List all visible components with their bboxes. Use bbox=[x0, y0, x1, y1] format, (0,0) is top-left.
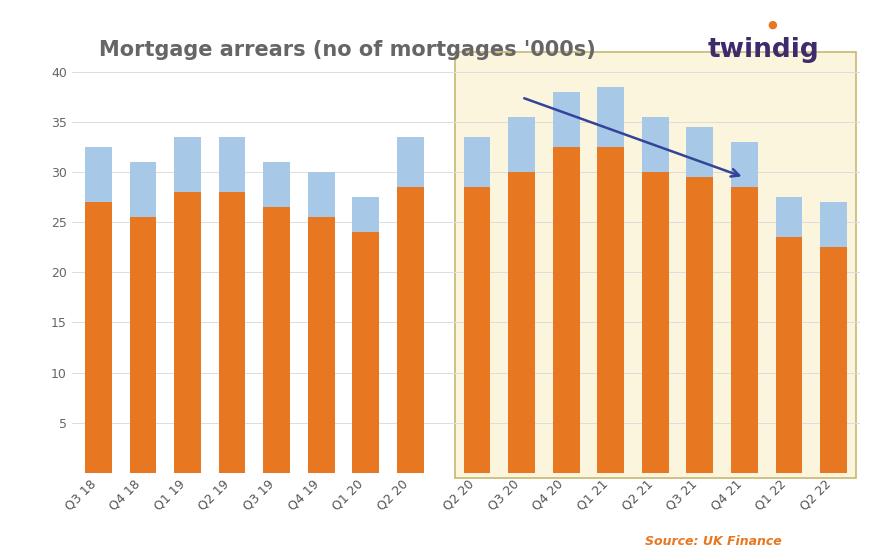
Bar bbox=[464, 187, 490, 473]
Bar bbox=[508, 172, 535, 473]
Bar bbox=[130, 162, 156, 217]
Bar bbox=[553, 147, 580, 473]
Bar bbox=[776, 197, 802, 237]
Bar bbox=[85, 202, 112, 473]
Bar bbox=[174, 192, 201, 473]
Bar bbox=[776, 237, 802, 473]
Bar bbox=[308, 217, 334, 473]
Bar bbox=[820, 202, 847, 247]
Title: Mortgage arrears (no of mortgages '000s): Mortgage arrears (no of mortgages '000s) bbox=[99, 39, 596, 59]
Bar bbox=[219, 192, 246, 473]
Text: ●: ● bbox=[768, 20, 777, 30]
Bar bbox=[130, 217, 156, 473]
Bar bbox=[397, 137, 424, 187]
Bar bbox=[553, 92, 580, 147]
Bar bbox=[219, 137, 246, 192]
Bar bbox=[464, 137, 490, 187]
Bar bbox=[598, 147, 624, 473]
Bar bbox=[642, 117, 668, 172]
Text: twindig: twindig bbox=[708, 37, 820, 63]
Bar bbox=[598, 87, 624, 147]
Bar bbox=[731, 187, 758, 473]
Bar bbox=[174, 137, 201, 192]
Bar bbox=[820, 247, 847, 473]
Bar bbox=[352, 232, 379, 473]
Text: Source: UK Finance: Source: UK Finance bbox=[645, 535, 782, 548]
Bar bbox=[686, 177, 713, 473]
Bar bbox=[352, 197, 379, 232]
Bar bbox=[85, 147, 112, 202]
Bar bbox=[731, 142, 758, 187]
Bar bbox=[263, 162, 290, 207]
Bar bbox=[397, 187, 424, 473]
Bar bbox=[508, 117, 535, 172]
Bar bbox=[308, 172, 334, 217]
Bar bbox=[642, 172, 668, 473]
FancyBboxPatch shape bbox=[455, 52, 856, 478]
Bar bbox=[686, 127, 713, 177]
Bar bbox=[263, 207, 290, 473]
